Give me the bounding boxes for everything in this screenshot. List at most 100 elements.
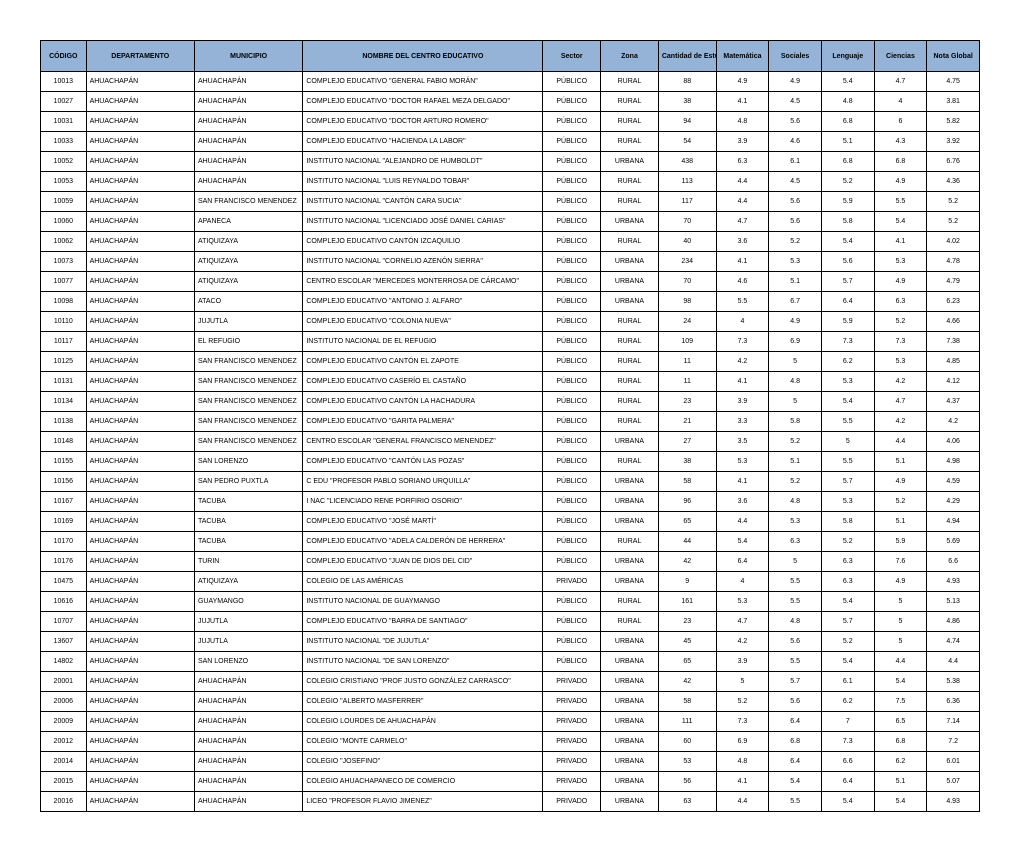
table-row: 10117AHUACHAPÁNEL REFUGIOINSTITUTO NACIO… xyxy=(41,332,980,352)
cell-muni: AHUACHAPÁN xyxy=(194,792,302,812)
cell-depto: AHUACHAPÁN xyxy=(86,632,194,652)
cell-muni: JUJUTLA xyxy=(194,632,302,652)
cell-nombre: COMPLEJO EDUCATIVO "COLONIA NUEVA" xyxy=(303,312,543,332)
cell-cant: 60 xyxy=(658,732,716,752)
table-row: 10110AHUACHAPÁNJUJUTLACOMPLEJO EDUCATIVO… xyxy=(41,312,980,332)
table-row: 20012AHUACHAPÁNAHUACHAPÁNCOLEGIO "MONTE … xyxy=(41,732,980,752)
cell-zona: URBANA xyxy=(601,572,659,592)
cell-nombre: INSTITUTO NACIONAL "LICENCIADO JOSÉ DANI… xyxy=(303,212,543,232)
col-header-mat: Matemática xyxy=(716,41,769,72)
cell-len: 5.7 xyxy=(821,472,874,492)
cell-soc: 6.9 xyxy=(769,332,822,352)
cell-glo: 5.07 xyxy=(927,772,980,792)
cell-muni: AHUACHAPÁN xyxy=(194,92,302,112)
cell-cant: 98 xyxy=(658,292,716,312)
cell-zona: RURAL xyxy=(601,72,659,92)
cell-muni: SAN FRANCISCO MENENDEZ xyxy=(194,412,302,432)
cell-len: 6.3 xyxy=(821,552,874,572)
cell-zona: RURAL xyxy=(601,332,659,352)
cell-nombre: COLEGIO "ALBERTO MASFERRER" xyxy=(303,692,543,712)
cell-glo: 4.79 xyxy=(927,272,980,292)
cell-mat: 4.6 xyxy=(716,272,769,292)
cell-depto: AHUACHAPÁN xyxy=(86,252,194,272)
cell-soc: 5 xyxy=(769,552,822,572)
cell-len: 6.6 xyxy=(821,752,874,772)
cell-len: 5.4 xyxy=(821,392,874,412)
table-row: 20001AHUACHAPÁNAHUACHAPÁNCOLEGIO CRISTIA… xyxy=(41,672,980,692)
cell-nombre: COMPLEJO EDUCATIVO CASERÍO EL CASTAÑO xyxy=(303,372,543,392)
cell-soc: 5.5 xyxy=(769,572,822,592)
cell-zona: RURAL xyxy=(601,312,659,332)
cell-sector: PÚBLICO xyxy=(543,172,601,192)
cell-glo: 4.59 xyxy=(927,472,980,492)
table-row: 10134AHUACHAPÁNSAN FRANCISCO MENENDEZCOM… xyxy=(41,392,980,412)
cell-mat: 4.4 xyxy=(716,512,769,532)
cell-len: 5.6 xyxy=(821,252,874,272)
cell-nombre: COLEGIO DE LAS AMÉRICAS xyxy=(303,572,543,592)
cell-soc: 6.4 xyxy=(769,752,822,772)
table-row: 10155AHUACHAPÁNSAN LORENZOCOMPLEJO EDUCA… xyxy=(41,452,980,472)
table-row: 10156AHUACHAPÁNSAN PEDRO PUXTLAC EDU "PR… xyxy=(41,472,980,492)
cell-mat: 4.9 xyxy=(716,72,769,92)
cell-zona: RURAL xyxy=(601,132,659,152)
cell-soc: 4.8 xyxy=(769,612,822,632)
cell-depto: AHUACHAPÁN xyxy=(86,612,194,632)
cell-codigo: 10013 xyxy=(41,72,87,92)
cell-nombre: I NAC "LICENCIADO RENE PORFIRIO OSORIO" xyxy=(303,492,543,512)
cell-cie: 6 xyxy=(874,112,927,132)
cell-cie: 6.3 xyxy=(874,292,927,312)
cell-len: 5.4 xyxy=(821,232,874,252)
cell-glo: 6.6 xyxy=(927,552,980,572)
cell-cant: 113 xyxy=(658,172,716,192)
cell-codigo: 10148 xyxy=(41,432,87,452)
cell-muni: TURIN xyxy=(194,552,302,572)
table-row: 10060AHUACHAPÁNAPANECAINSTITUTO NACIONAL… xyxy=(41,212,980,232)
cell-codigo: 10707 xyxy=(41,612,87,632)
cell-codigo: 14802 xyxy=(41,652,87,672)
cell-codigo: 10033 xyxy=(41,132,87,152)
cell-depto: AHUACHAPÁN xyxy=(86,392,194,412)
cell-glo: 5.38 xyxy=(927,672,980,692)
cell-depto: AHUACHAPÁN xyxy=(86,312,194,332)
cell-sector: PRIVADO xyxy=(543,572,601,592)
cell-codigo: 10098 xyxy=(41,292,87,312)
cell-muni: TACUBA xyxy=(194,512,302,532)
cell-glo: 4.12 xyxy=(927,372,980,392)
cell-sector: PÚBLICO xyxy=(543,372,601,392)
cell-soc: 5.7 xyxy=(769,672,822,692)
cell-sector: PRIVADO xyxy=(543,792,601,812)
cell-cie: 4.1 xyxy=(874,232,927,252)
cell-mat: 3.6 xyxy=(716,232,769,252)
cell-muni: AHUACHAPÁN xyxy=(194,712,302,732)
cell-zona: URBANA xyxy=(601,652,659,672)
cell-depto: AHUACHAPÁN xyxy=(86,552,194,572)
cell-muni: JUJUTLA xyxy=(194,612,302,632)
cell-depto: AHUACHAPÁN xyxy=(86,92,194,112)
cell-nombre: INSTITUTO NACIONAL "ALEJANDRO DE HUMBOLD… xyxy=(303,152,543,172)
cell-sector: PÚBLICO xyxy=(543,472,601,492)
cell-muni: AHUACHAPÁN xyxy=(194,692,302,712)
cell-codigo: 10134 xyxy=(41,392,87,412)
cell-mat: 4.1 xyxy=(716,372,769,392)
cell-glo: 4.94 xyxy=(927,512,980,532)
cell-sector: PÚBLICO xyxy=(543,152,601,172)
cell-cant: 53 xyxy=(658,752,716,772)
cell-zona: RURAL xyxy=(601,112,659,132)
cell-codigo: 10170 xyxy=(41,532,87,552)
cell-nombre: INSTITUTO NACIONAL DE GUAYMANGO xyxy=(303,592,543,612)
cell-len: 6.2 xyxy=(821,352,874,372)
cell-glo: 7.14 xyxy=(927,712,980,732)
cell-soc: 5.3 xyxy=(769,252,822,272)
cell-muni: SAN FRANCISCO MENENDEZ xyxy=(194,392,302,412)
col-header-depto: DEPARTAMENTO xyxy=(86,41,194,72)
cell-soc: 5.6 xyxy=(769,692,822,712)
cell-zona: RURAL xyxy=(601,92,659,112)
cell-cant: 23 xyxy=(658,612,716,632)
cell-zona: URBANA xyxy=(601,472,659,492)
cell-depto: AHUACHAPÁN xyxy=(86,772,194,792)
data-table: CÓDIGODEPARTAMENTOMUNICIPIONOMBRE DEL CE… xyxy=(40,40,980,812)
cell-muni: SAN FRANCISCO MENENDEZ xyxy=(194,432,302,452)
cell-nombre: INSTITUTO NACIONAL "CANTÓN CARA SUCIA" xyxy=(303,192,543,212)
cell-sector: PÚBLICO xyxy=(543,92,601,112)
cell-cant: 58 xyxy=(658,692,716,712)
